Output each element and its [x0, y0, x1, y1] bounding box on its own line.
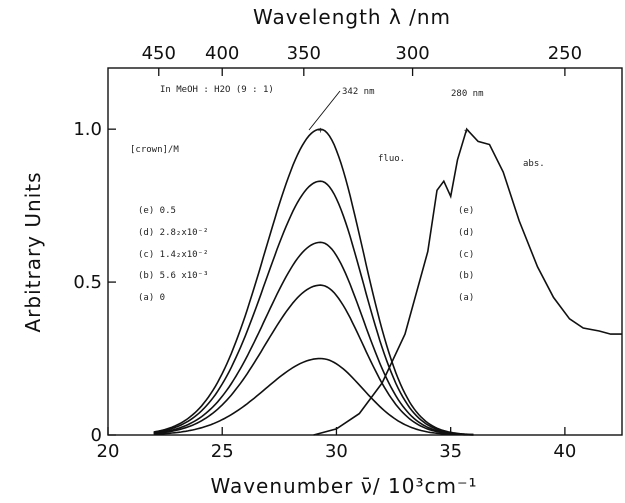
x-tick-label: 35	[439, 441, 462, 462]
x-tick-label: 25	[211, 441, 234, 462]
abs-label-b: (b)	[458, 271, 474, 281]
peak-marker-fl: +	[318, 126, 324, 136]
x2-tick-label: 350	[287, 43, 321, 64]
abs-label-e: (e)	[458, 206, 474, 216]
top-axis-title: Wavelength λ /nm	[253, 5, 451, 29]
series-absorption	[313, 127, 622, 436]
bottom-axis-title: Wavenumber ν̄/ 10³cm⁻¹	[210, 474, 477, 498]
series-fluorescence-b	[153, 284, 474, 436]
peak-fl-label: 342 nm	[342, 87, 375, 97]
x2-tick-label: 300	[395, 43, 429, 64]
peak-fl-leader	[308, 90, 341, 131]
y-tick-label: 0	[91, 425, 102, 446]
abs-label-c: (c)	[458, 250, 474, 260]
annotations: In MeOH : H2O (9 : 1) 342 nm 280 nm [cro…	[130, 85, 545, 303]
x-tick-label: 20	[97, 441, 120, 462]
x2-tick-label: 450	[142, 43, 176, 64]
conc-label-e: (e) 0.5	[138, 206, 176, 216]
series-layer: + +	[153, 126, 622, 436]
series-fluorescence-c	[153, 241, 474, 436]
crown-header: [crown]/M	[130, 145, 179, 155]
conc-label-c: (c) 1.4₂x10⁻²	[138, 250, 208, 260]
x2-tick-label: 400	[205, 43, 239, 64]
x2-tick-label: 250	[548, 43, 582, 64]
y-tick-label: 1.0	[73, 119, 102, 140]
conc-label-a: (a) 0	[138, 293, 165, 303]
abs-label: abs.	[523, 159, 545, 169]
conc-label-d: (d) 2.8₂x10⁻²	[138, 228, 208, 238]
solvent-label: In MeOH : H2O (9 : 1)	[160, 85, 274, 95]
abs-label-d: (d)	[458, 228, 474, 238]
x-tick-label: 30	[325, 441, 348, 462]
fluo-label: fluo.	[378, 154, 405, 164]
conc-label-b: (b) 5.6 x10⁻³	[138, 271, 208, 281]
series-fluorescence-d	[153, 180, 474, 436]
y-tick-label: 0.5	[73, 272, 102, 293]
y-axis-title: Arbitrary Units	[21, 171, 45, 332]
abs-label-a: (a)	[458, 293, 474, 303]
series-fluorescence-e	[153, 128, 474, 436]
series-fluorescence-a	[153, 357, 474, 436]
peak-abs-label: 280 nm	[451, 89, 484, 99]
x-tick-label: 40	[553, 441, 576, 462]
peak-marker-abs: +	[464, 126, 470, 136]
plot-frame	[107, 67, 623, 436]
